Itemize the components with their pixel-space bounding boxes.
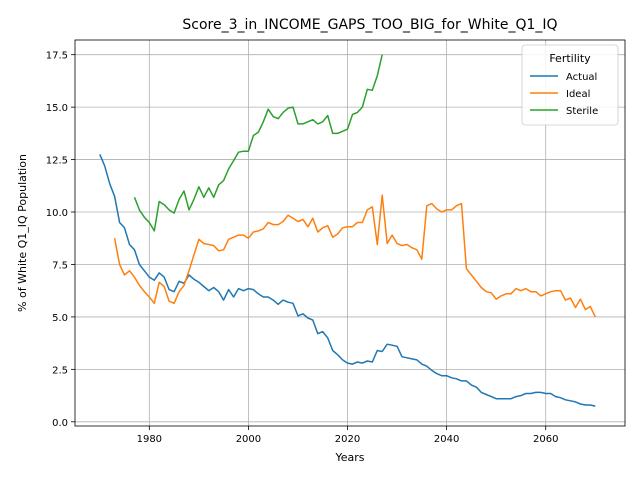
y-tick-label: 12.5 bbox=[46, 156, 68, 167]
series-line-ideal bbox=[113, 194, 596, 318]
y-tick-label: 7.5 bbox=[52, 260, 68, 271]
y-tick-label: 10.0 bbox=[46, 208, 68, 219]
y-tick-label: 17.5 bbox=[46, 51, 68, 62]
x-tick-label: 2060 bbox=[533, 434, 558, 445]
legend-box bbox=[521, 44, 619, 126]
y-tick-label: 5.0 bbox=[52, 313, 68, 324]
series-line-sterile bbox=[133, 54, 383, 232]
chart-title: Score_3_in_INCOME_GAPS_TOO_BIG_for_White… bbox=[182, 17, 557, 33]
legend-title: Fertility bbox=[549, 52, 591, 65]
y-axis-label: % of White Q1_IQ Population bbox=[16, 154, 29, 312]
x-tick-label: 2040 bbox=[434, 434, 459, 445]
legend-label-sterile: Sterile bbox=[566, 106, 598, 117]
x-axis-label: Years bbox=[334, 451, 364, 464]
plot-frame bbox=[74, 39, 626, 427]
y-axis-ticks: 0.0 2.5 5.0 7.5 10.0 12.5 15.0 17.5 bbox=[46, 51, 75, 429]
series-line-actual bbox=[99, 154, 596, 407]
x-tick-label: 1980 bbox=[137, 434, 162, 445]
grid-lines bbox=[75, 40, 625, 426]
legend-label-ideal: Ideal bbox=[566, 89, 590, 100]
x-axis-ticks: 1980 2000 2020 2040 2060 bbox=[137, 426, 558, 445]
legend: Fertility Actual Ideal Sterile bbox=[521, 44, 619, 126]
legend-label-actual: Actual bbox=[566, 72, 597, 83]
x-tick-label: 2020 bbox=[335, 434, 360, 445]
y-tick-label: 15.0 bbox=[46, 103, 68, 114]
x-tick-label: 2000 bbox=[236, 434, 261, 445]
y-tick-label: 0.0 bbox=[52, 418, 68, 429]
series-lines bbox=[99, 54, 596, 407]
y-tick-label: 2.5 bbox=[52, 365, 68, 376]
